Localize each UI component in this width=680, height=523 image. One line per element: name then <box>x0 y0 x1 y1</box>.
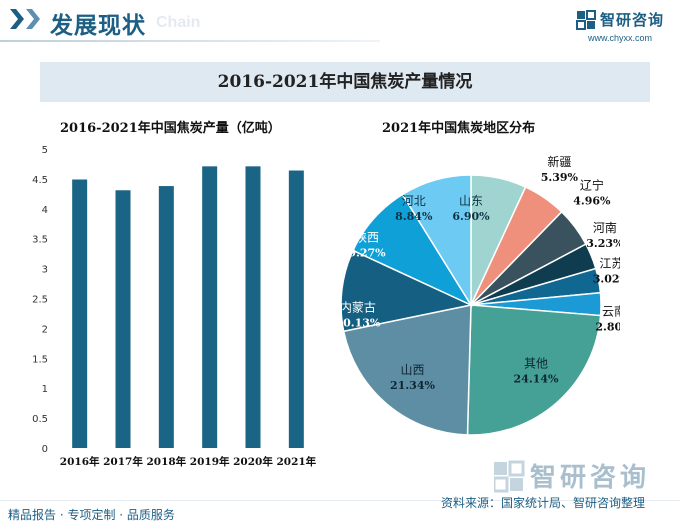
pie-label-name: 江苏 <box>599 256 620 270</box>
header-watermark-text: Chain <box>156 14 201 31</box>
pie-label-value: 4.96% <box>573 194 611 207</box>
bar <box>158 186 174 449</box>
bar-chart-x-axis: 2016年 2017年 2018年 2019年 2020年 2021年 <box>60 455 317 468</box>
pie-slice <box>466 304 602 436</box>
footer-logo-icon <box>494 460 525 493</box>
pie-label-name: 山东 <box>459 194 483 208</box>
pie-chart: 山东 6.90% 新疆 5.39%辽宁 4.96% 河南 3.23% 江苏 3.02% 云南 2.8… <box>335 154 620 436</box>
brand-logo-icon <box>576 10 596 30</box>
pie-label-value: 9.27% <box>348 246 386 259</box>
x-tick-label: 2017年 <box>103 455 143 468</box>
y-tick-label: 2.5 <box>32 295 48 306</box>
data-source: 资料来源：国家统计局、智研咨询整理 <box>441 496 646 510</box>
x-tick-label: 2021年 <box>276 455 316 468</box>
bar <box>115 190 131 448</box>
pie-slice <box>340 249 474 333</box>
pie-label-value: 6.90% <box>452 210 490 223</box>
bar <box>288 170 304 448</box>
pie-label-name: 陕西 <box>355 229 379 244</box>
y-tick-label: 3.5 <box>32 235 48 246</box>
footer-logo: 智研咨询 <box>494 460 650 493</box>
bar-chart: 00.511.522.533.544.55 2016年 2017年 2018年 201… <box>32 145 317 468</box>
pie-label-name: 内蒙古 <box>340 300 376 315</box>
y-tick-label: 0 <box>42 444 48 455</box>
footer-divider <box>0 500 680 501</box>
pie-label-value: 5.39% <box>541 171 579 184</box>
pie-label-name: 河北 <box>402 194 426 208</box>
brand-logo: 智研咨询 www.chyxx.com <box>576 8 676 44</box>
chevron-right-icon <box>10 9 24 29</box>
page-title: 发展现状 <box>50 13 146 39</box>
y-tick-label: 4.5 <box>32 175 48 186</box>
bar <box>245 166 261 449</box>
y-tick-label: 3 <box>42 265 48 276</box>
bar <box>202 166 218 449</box>
footer-logo-text: 智研咨询 <box>530 462 650 493</box>
page-header: 发展现状 Chain 智研咨询 www.chyxx.com <box>0 0 680 44</box>
bar-chart-y-axis: 0 0.5 1 1.5 2 2.5 3 3.5 4 4.5 5 <box>32 145 48 455</box>
y-tick-label: 1 <box>42 384 48 395</box>
pie-label-name: 河南 <box>593 220 617 235</box>
pie-slice <box>342 304 472 436</box>
footer-left-panel <box>0 503 230 523</box>
pie-label-value: 2.80% <box>595 320 620 333</box>
pie-chart-slices <box>340 174 602 436</box>
pie-label-name: 山西 <box>400 363 424 377</box>
brand-url: www.chyxx.com <box>588 33 653 43</box>
pie-label-name: 其他 <box>524 356 548 370</box>
pie-slice <box>401 174 472 308</box>
pie-label-value: 21.34% <box>390 379 435 392</box>
bar <box>72 179 88 449</box>
chevron-right-icon <box>26 9 40 29</box>
pie-label-value: 3.23% <box>586 237 620 250</box>
header-divider <box>0 40 380 42</box>
y-tick-label: 4 <box>42 205 48 216</box>
pie-chart-title: 2021年中国焦炭地区分布 <box>382 121 536 136</box>
pie-label-value: 8.84% <box>395 210 433 223</box>
pie-label-value: 24.14% <box>514 372 559 385</box>
x-tick-label: 2018年 <box>146 455 186 468</box>
y-tick-label: 2 <box>42 324 48 335</box>
pie-label-value: 10.13% <box>335 317 380 330</box>
bar-chart-bars <box>72 166 304 449</box>
y-tick-label: 5 <box>42 145 48 156</box>
pie-label-name: 辽宁 <box>580 177 604 192</box>
x-tick-label: 2019年 <box>190 455 230 468</box>
x-tick-label: 2016年 <box>60 455 100 468</box>
brand-name: 智研咨询 <box>600 11 665 29</box>
pie-label-name: 新疆 <box>547 154 571 169</box>
pie-label-name: 云南 <box>602 303 620 318</box>
bar-chart-title: 2016-2021年中国焦炭产量（亿吨） <box>60 121 281 136</box>
y-tick-label: 1.5 <box>32 354 48 365</box>
pie-chart-labels: 山东 6.90% 新疆 5.39%辽宁 4.96% 河南 3.23% 江苏 3.02% 云南 2.8… <box>335 154 620 392</box>
pie-label-value: 3.02% <box>593 272 620 285</box>
x-tick-label: 2020年 <box>233 455 273 468</box>
chart-banner: 2016-2021年中国焦炭产量情况 <box>40 62 650 102</box>
banner-title: 2016-2021年中国焦炭产量情况 <box>217 72 473 92</box>
footer-slogan: 精品报告 · 专项定制 · 品质服务 <box>8 508 175 522</box>
y-tick-label: 0.5 <box>32 414 48 425</box>
